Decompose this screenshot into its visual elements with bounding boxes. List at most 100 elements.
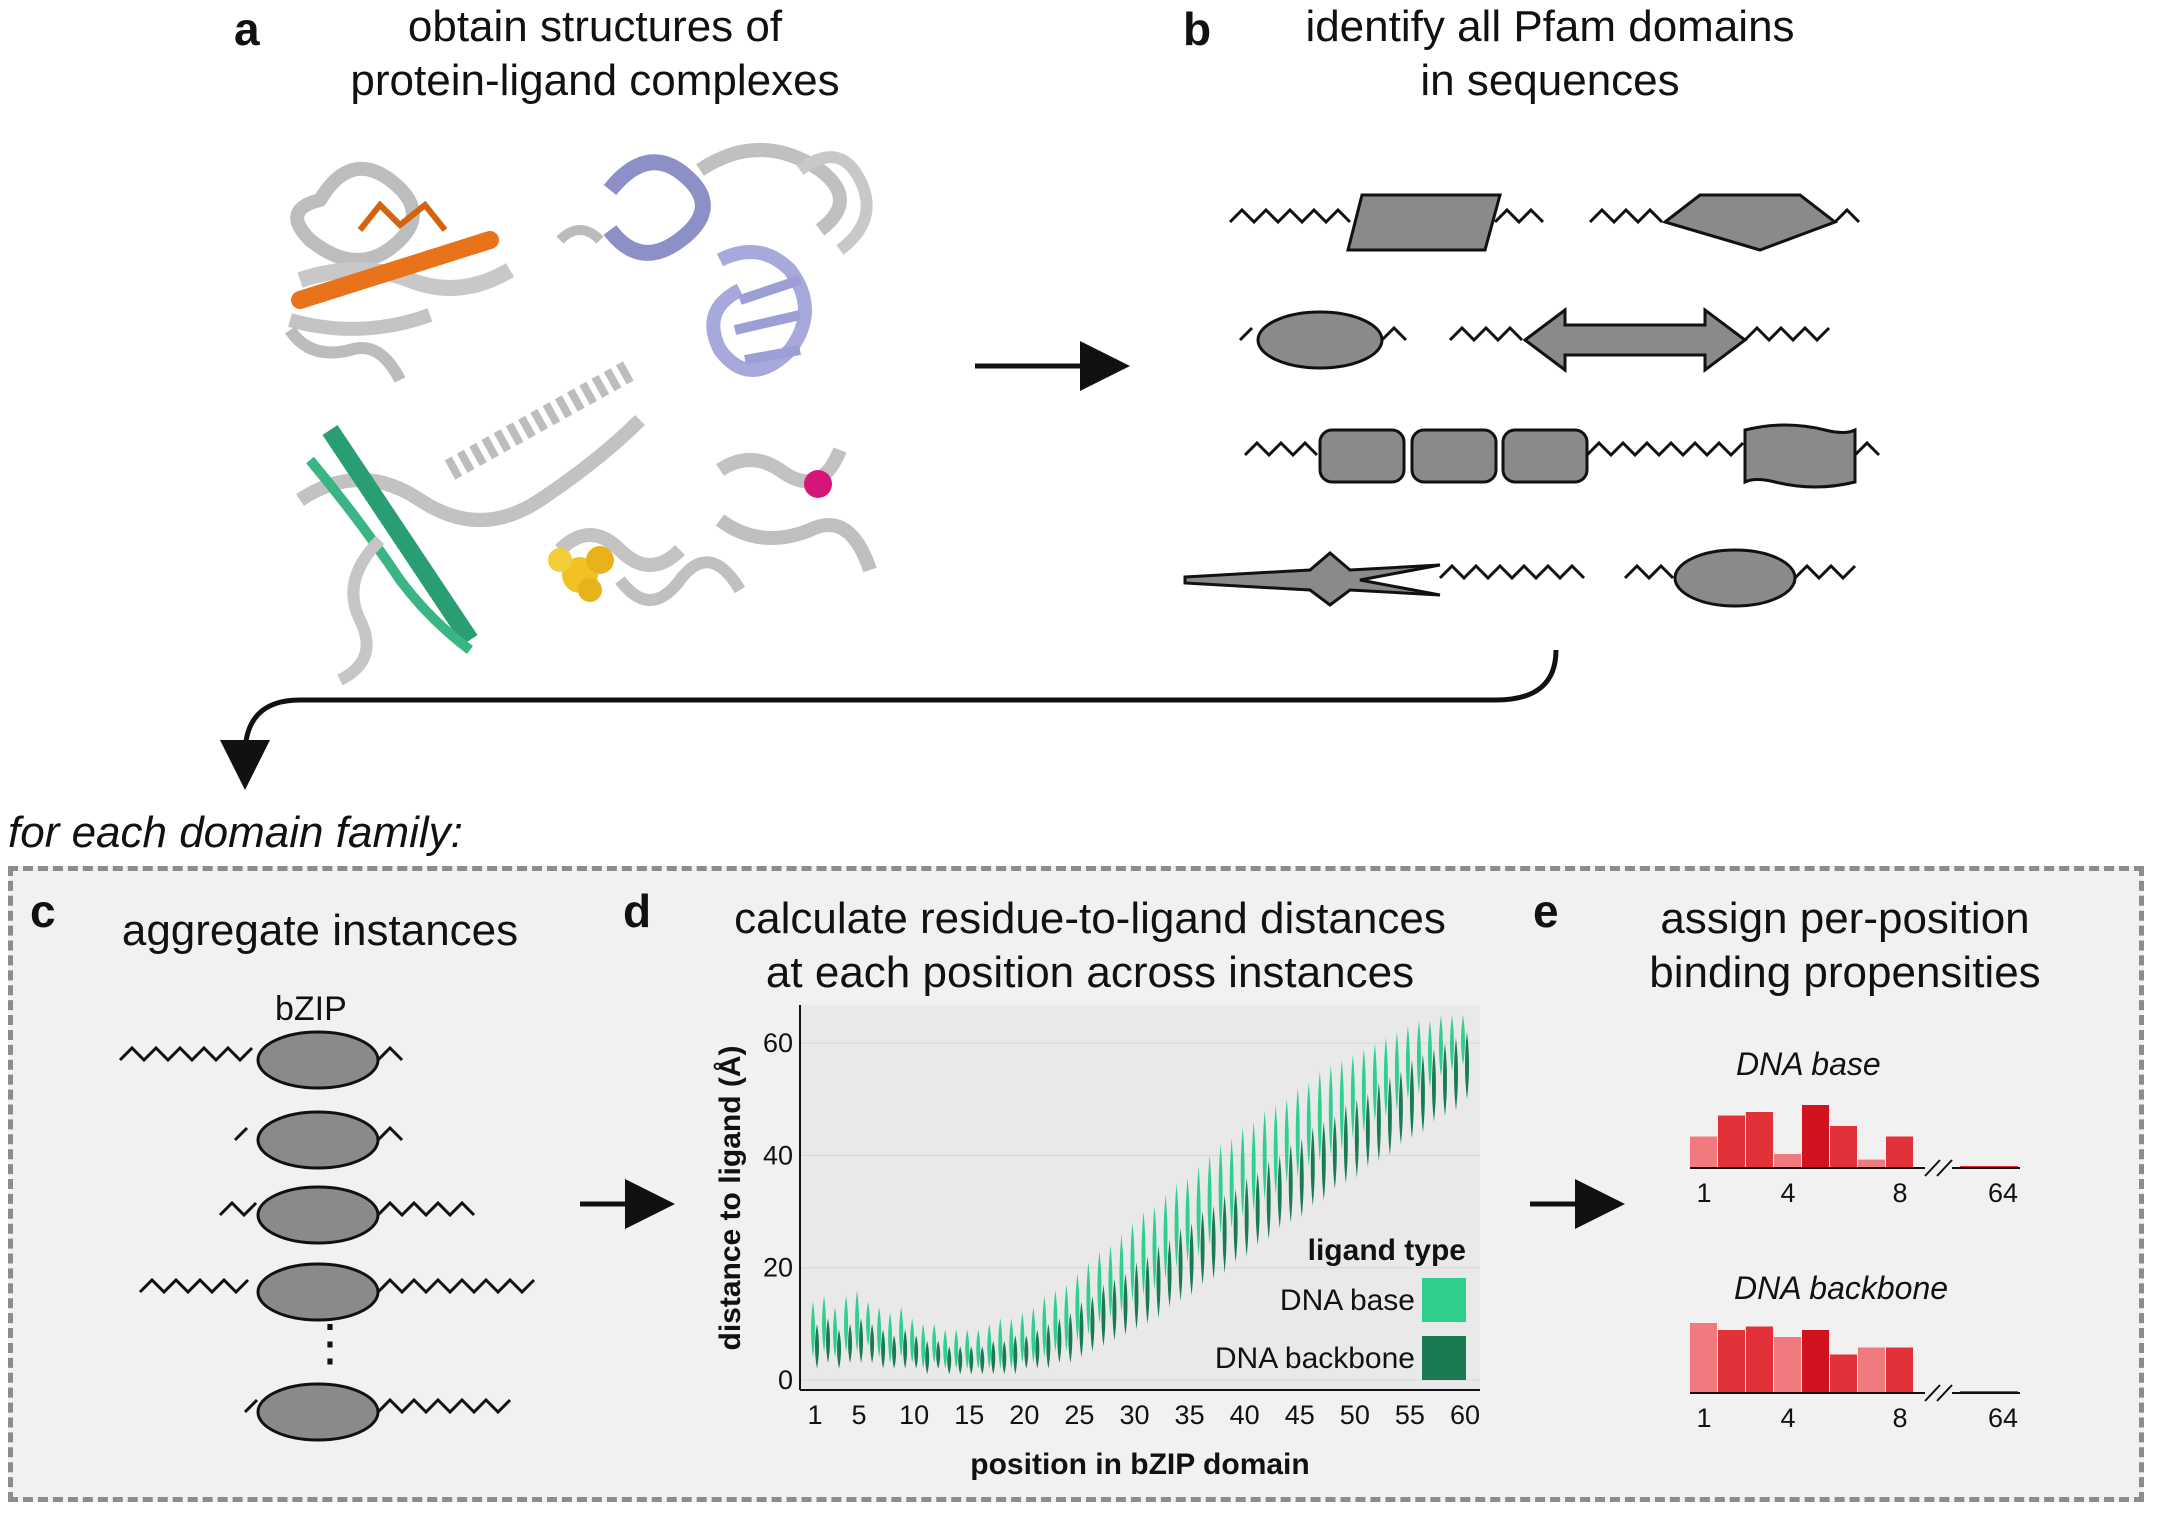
bzip-domain: [256, 1185, 380, 1245]
domain-rounded-box: [1410, 428, 1498, 484]
protein-structure-1: [285, 161, 515, 383]
panel-a-title-line2: protein-ligand complexes: [350, 56, 840, 105]
violin-dna-backbone: [914, 1335, 919, 1369]
propensity-bar: [1746, 1112, 1773, 1168]
y-tick-label: 20: [763, 1253, 793, 1283]
x-tick-label: 64: [1988, 1178, 2018, 1208]
violin-dna-backbone: [903, 1329, 908, 1369]
violin-dna-base: [910, 1318, 915, 1364]
x-tick-label: 64: [1988, 1403, 2018, 1433]
panel-a-title-line1: obtain structures of: [407, 2, 783, 51]
violin-dna-base: [954, 1329, 959, 1369]
violin-dna-backbone: [947, 1346, 952, 1375]
violin-dna-base: [965, 1329, 970, 1369]
violin-dna-base: [987, 1323, 992, 1369]
violin-dna-backbone: [1057, 1318, 1062, 1364]
propensity-bar: [1886, 1136, 1913, 1168]
panel-b-letter: b: [1183, 3, 1212, 55]
y-tick-label: 0: [778, 1365, 793, 1395]
linker: [376, 1125, 404, 1142]
propensity-bar: [1718, 1330, 1745, 1393]
bzip-domain: [256, 1382, 380, 1442]
linker: [1380, 325, 1408, 342]
violin-dna-backbone: [991, 1340, 996, 1375]
violin-dna-backbone: [1145, 1256, 1150, 1324]
panel-a-title: obtain structures of protein-ligand comp…: [270, 0, 920, 108]
linker: [1623, 563, 1675, 581]
violin-dna-backbone: [870, 1323, 875, 1364]
violin-dna-base: [1185, 1177, 1190, 1263]
linker: [218, 1200, 258, 1218]
x-tick-label: 5: [852, 1400, 867, 1430]
violin-dna-base: [1372, 1043, 1377, 1122]
domain-pentagon: [1661, 193, 1839, 252]
violin-dna-base: [1262, 1110, 1267, 1201]
propensity-bar: [1830, 1126, 1857, 1168]
y-tick-label: 40: [763, 1140, 793, 1170]
violin-dna-base: [1416, 1020, 1421, 1094]
violin-dna-backbone: [859, 1318, 864, 1364]
violin-dna-base: [1361, 1048, 1366, 1133]
violin-dna-backbone: [815, 1323, 819, 1369]
violin-dna-backbone: [1354, 1099, 1359, 1178]
bzip-domain: [256, 1110, 380, 1170]
violin-dna-base: [1075, 1273, 1080, 1341]
axis-break: [1936, 1159, 1953, 1177]
domain-double-arrow: [1522, 307, 1748, 373]
x-tick-label: 25: [1064, 1400, 1094, 1430]
x-tick-label: 1: [1696, 1178, 1711, 1208]
violin-dna-base: [1295, 1088, 1300, 1178]
violin-dna-base: [855, 1290, 860, 1352]
x-tick-label: 1: [1696, 1403, 1711, 1433]
propensity-bar: [1858, 1159, 1885, 1168]
metal-ion: [804, 470, 832, 498]
linker: [1853, 440, 1881, 457]
linker: [376, 1397, 512, 1415]
violin-dna-base: [1438, 1015, 1443, 1077]
bzip-domain: [256, 1262, 380, 1322]
violin-dna-base: [1218, 1144, 1223, 1234]
violin-dna-base: [1306, 1082, 1311, 1167]
linker: [1793, 563, 1857, 581]
linker: [243, 1398, 259, 1414]
violin-dna-backbone: [1233, 1189, 1238, 1263]
axis-break: [1936, 1384, 1953, 1402]
violin-dna-base: [1152, 1205, 1157, 1291]
y-tick-label: 60: [763, 1028, 793, 1058]
propensity-bar: [1802, 1105, 1829, 1168]
panel-d-letter: d: [623, 885, 652, 937]
propensity-bar: [1774, 1154, 1801, 1168]
domain-rounded-box: [1318, 428, 1406, 484]
violin-dna-backbone: [936, 1340, 941, 1369]
violin-dna-backbone: [1465, 1031, 1469, 1100]
violin-dna-backbone: [848, 1323, 853, 1364]
for-each-family-label: for each domain family:: [8, 808, 463, 857]
violin-dna-base: [1383, 1037, 1388, 1117]
panel-a-letter: a: [234, 3, 260, 55]
violin-dna-base: [1317, 1071, 1322, 1161]
violin-dna-backbone: [1222, 1194, 1227, 1274]
x-tick-label: 35: [1175, 1400, 1205, 1430]
violin-dna-base: [1163, 1194, 1168, 1279]
linker: [118, 1045, 254, 1063]
more-instances-ellipsis: ⋮: [305, 1315, 355, 1371]
x-tick-label: 45: [1285, 1400, 1315, 1430]
violin-dna-base: [1042, 1295, 1047, 1358]
linker: [1585, 440, 1745, 458]
violin-dna-base: [877, 1307, 882, 1358]
y-axis-title: distance to ligand (Å): [714, 1045, 747, 1350]
violin-dna-base: [1273, 1104, 1278, 1195]
violin-dna-backbone: [892, 1335, 897, 1369]
violin-dna-backbone: [1079, 1301, 1084, 1358]
violin-dna-backbone: [826, 1318, 831, 1364]
domain-wave: [1743, 423, 1857, 489]
violin-dna-base: [943, 1329, 948, 1369]
violin-dna-base: [1053, 1290, 1058, 1352]
violin-dna-base: [1009, 1318, 1014, 1369]
linker: [1833, 207, 1861, 224]
violin-dna-backbone: [1244, 1177, 1249, 1257]
plot-area: [800, 1005, 1480, 1390]
legend-label: DNA backbone: [1215, 1342, 1415, 1375]
axis-break: [1924, 1159, 1941, 1177]
violin-dna-backbone: [1024, 1335, 1029, 1369]
